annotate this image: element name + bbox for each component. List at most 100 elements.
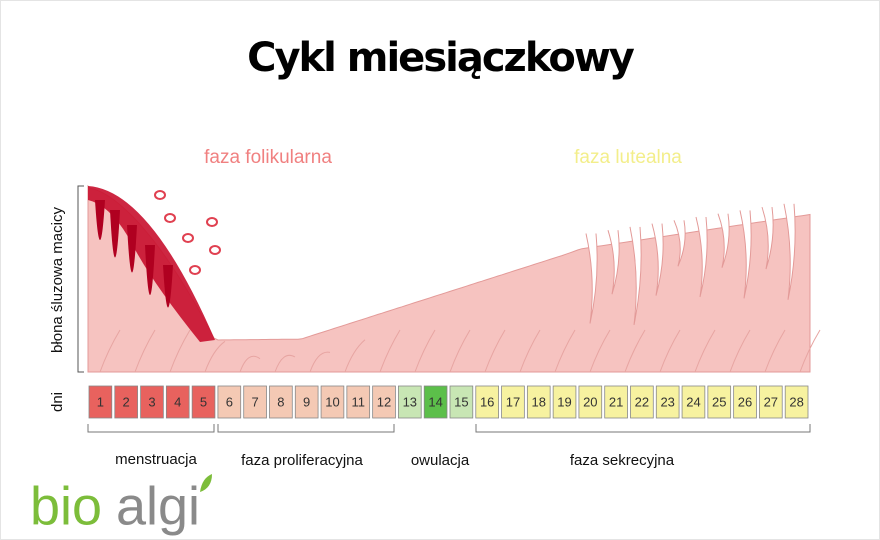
day-box: [294, 385, 319, 419]
day-box: [346, 385, 371, 419]
blood-drop: [145, 245, 155, 295]
day-box: [707, 385, 732, 419]
day-box: [578, 385, 603, 419]
day-box: [140, 385, 164, 419]
day-number: 26: [738, 394, 752, 409]
day-box: [269, 385, 293, 419]
day-number: 6: [226, 394, 233, 409]
day-number: 7: [251, 394, 258, 409]
vessel: [764, 329, 786, 373]
day-number: 20: [583, 394, 597, 409]
vessel: [344, 339, 366, 373]
day-number: 3: [148, 394, 155, 409]
day-box: [191, 385, 216, 419]
day-number: 13: [403, 394, 417, 409]
day-number: 11: [352, 394, 366, 409]
day-number: 19: [557, 394, 571, 409]
day-box: [604, 385, 628, 419]
days-label: dni: [49, 392, 66, 412]
blood-drop: [163, 265, 173, 308]
day-box: [165, 385, 190, 419]
blood-drop: [127, 225, 137, 273]
vessel: [624, 329, 646, 373]
vessel: [134, 329, 156, 373]
axis-label: błona śluzowa macicy: [49, 207, 66, 353]
day-number: 25: [712, 394, 726, 409]
day-number: 21: [609, 394, 623, 409]
vessel: [589, 329, 611, 373]
phase-label: faza folikularna: [204, 147, 332, 168]
gland: [651, 223, 664, 296]
blood-drop: [110, 210, 120, 258]
day-box: [501, 385, 525, 419]
day-box: [475, 385, 499, 419]
vessel: [519, 329, 541, 373]
day-box: [114, 385, 138, 419]
day-box: [733, 385, 757, 419]
day-number: 5: [200, 394, 207, 409]
gland: [607, 230, 620, 295]
axis-bracket: [77, 185, 84, 373]
day-number: 27: [764, 394, 778, 409]
gland: [629, 226, 642, 325]
day-number: 10: [325, 394, 339, 409]
day-box: [784, 385, 809, 419]
day-number: 1: [97, 394, 104, 409]
blood-fragment: [189, 265, 201, 275]
bottom-label: owulacja: [411, 452, 470, 469]
day-number: 9: [303, 394, 310, 409]
vessel: [484, 329, 506, 373]
blood-drop: [95, 200, 105, 240]
vessel: [694, 329, 716, 373]
gland: [783, 203, 796, 300]
day-number: 14: [428, 394, 442, 409]
day-number: 12: [377, 394, 391, 409]
vessel: [659, 329, 681, 373]
vessel: [239, 355, 261, 373]
day-box: [320, 385, 345, 419]
endometrium: [87, 184, 821, 373]
logo-algi: algi: [116, 476, 200, 536]
day-box: [423, 385, 448, 419]
vessel: [309, 351, 331, 373]
logo-bio: bio: [30, 476, 102, 536]
day-box: [243, 385, 267, 419]
vessel: [729, 329, 751, 373]
vessel: [99, 329, 121, 373]
vessel: [379, 329, 401, 373]
gland: [673, 220, 686, 267]
vessel: [554, 329, 576, 373]
vessel: [169, 329, 191, 373]
blood-fragment: [164, 213, 176, 223]
vessel: [274, 354, 296, 373]
bottom-label: menstruacja: [115, 451, 197, 468]
day-number: 16: [480, 394, 494, 409]
day-number: 15: [454, 394, 468, 409]
day-number: 17: [506, 394, 520, 409]
vessel: [414, 329, 436, 373]
day-number: 22: [635, 394, 649, 409]
day-number: 28: [789, 394, 803, 409]
day-box: [372, 385, 396, 419]
day-box: [88, 385, 113, 419]
title: Cykl miesiączkowy: [247, 35, 635, 81]
blood-fragment: [209, 245, 221, 255]
day-box: [681, 385, 706, 419]
day-box: [552, 385, 577, 419]
day-box: [449, 385, 474, 419]
day-number: 23: [660, 394, 674, 409]
gland: [695, 216, 708, 298]
gland: [585, 233, 598, 324]
bottom-label: faza proliferacyjna: [241, 452, 363, 469]
phase-label: faza lutealna: [574, 147, 682, 168]
bottom-label: faza sekrecyjna: [570, 452, 675, 469]
blood-fragment: [206, 217, 218, 227]
day-box: [217, 385, 242, 419]
day-number: 8: [277, 394, 284, 409]
day-box: [655, 385, 680, 419]
gland: [739, 210, 752, 299]
day-number: 18: [532, 394, 546, 409]
gland: [717, 213, 730, 268]
day-box: [630, 385, 654, 419]
